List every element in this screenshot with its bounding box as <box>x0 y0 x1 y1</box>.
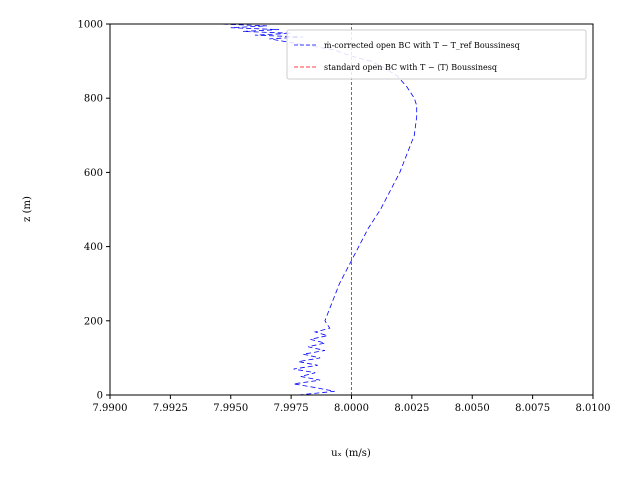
x-tick-label: 8.0075 <box>515 403 550 414</box>
x-tick-label: 7.9900 <box>93 403 128 414</box>
y-tick-label: 0 <box>97 391 103 402</box>
x-tick-label: 7.9975 <box>274 403 309 414</box>
legend-box <box>286 29 587 80</box>
y-axis-label: z (m) <box>22 196 33 222</box>
series-line-corrected-open-bc <box>218 23 418 396</box>
x-tick-label: 8.0050 <box>455 403 490 414</box>
x-tick-label: 8.0025 <box>394 403 429 414</box>
y-tick-label: 200 <box>84 316 103 327</box>
series-layer <box>218 23 418 396</box>
y-tick-label: 600 <box>84 168 103 179</box>
y-tick-label: 1000 <box>78 20 103 31</box>
legend: ṁ-corrected open BC with T − T_ref Bouss… <box>286 29 587 80</box>
x-tick-label: 8.0000 <box>334 403 369 414</box>
y-tick-label: 400 <box>84 242 103 253</box>
x-axis-label: uₓ (m/s) <box>331 448 371 459</box>
x-axis: 7.9900 7.9925 7.9950 7.9975 8.0000 8.0025 8.00… <box>93 395 611 414</box>
y-axis: 0 200 400 600 800 1000 <box>78 20 110 402</box>
x-tick-label: 8.0100 <box>576 403 611 414</box>
legend-label-standard: standard open BC with T − ⟨T⟩ Boussinesq <box>324 63 497 72</box>
legend-label-corrected: ṁ-corrected open BC with T − T_ref Bouss… <box>324 41 520 50</box>
y-tick-label: 800 <box>84 94 103 105</box>
x-tick-label: 7.9925 <box>153 403 188 414</box>
x-tick-label: 7.9950 <box>213 403 248 414</box>
